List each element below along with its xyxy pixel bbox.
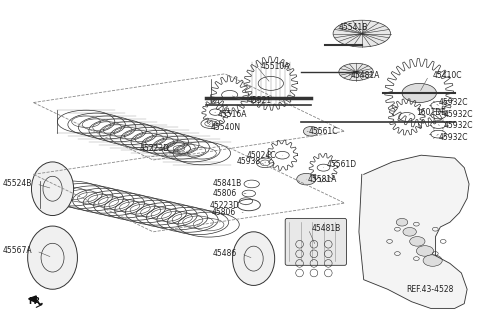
Ellipse shape: [403, 228, 416, 236]
Text: FR.: FR.: [29, 297, 44, 306]
Text: 45521: 45521: [248, 96, 272, 105]
Text: 45516A: 45516A: [217, 110, 247, 119]
Ellipse shape: [333, 20, 391, 47]
Polygon shape: [359, 155, 469, 308]
Text: 45510A: 45510A: [260, 62, 290, 71]
Text: 45932C: 45932C: [438, 98, 468, 107]
Text: 45223D: 45223D: [209, 201, 239, 210]
Text: 45938: 45938: [237, 157, 261, 166]
Text: 45561C: 45561C: [308, 127, 338, 136]
Text: 45024C: 45024C: [246, 151, 276, 160]
Text: 45481A: 45481A: [350, 71, 380, 80]
Text: 1601DE: 1601DE: [416, 108, 446, 116]
FancyBboxPatch shape: [285, 219, 347, 265]
Ellipse shape: [32, 162, 73, 216]
Text: REF.43-4528: REF.43-4528: [406, 285, 453, 294]
Text: 45841B: 45841B: [213, 180, 242, 188]
Polygon shape: [29, 296, 36, 303]
Ellipse shape: [423, 255, 442, 266]
Text: 45540N: 45540N: [211, 123, 240, 132]
Text: 45932C: 45932C: [438, 132, 468, 141]
Text: 45223D: 45223D: [139, 144, 169, 153]
Text: 45541B: 45541B: [339, 23, 368, 32]
Text: 45481B: 45481B: [312, 224, 341, 233]
Text: 45581A: 45581A: [307, 175, 336, 184]
Ellipse shape: [303, 126, 319, 136]
Ellipse shape: [402, 84, 436, 102]
Text: 45932C: 45932C: [443, 121, 473, 130]
Text: 45932C: 45932C: [443, 109, 473, 118]
Ellipse shape: [297, 173, 316, 185]
Text: 45567A: 45567A: [3, 246, 33, 255]
Text: 45806: 45806: [211, 208, 235, 217]
Ellipse shape: [232, 232, 275, 285]
Text: 45806: 45806: [213, 189, 237, 198]
Text: 45486: 45486: [213, 249, 237, 258]
Text: 45524B: 45524B: [3, 180, 33, 188]
Ellipse shape: [409, 236, 425, 246]
Ellipse shape: [339, 63, 373, 81]
Ellipse shape: [416, 246, 433, 256]
Ellipse shape: [396, 219, 408, 226]
Text: 45410C: 45410C: [432, 71, 462, 80]
Text: 45561D: 45561D: [326, 160, 357, 169]
Ellipse shape: [28, 226, 77, 289]
